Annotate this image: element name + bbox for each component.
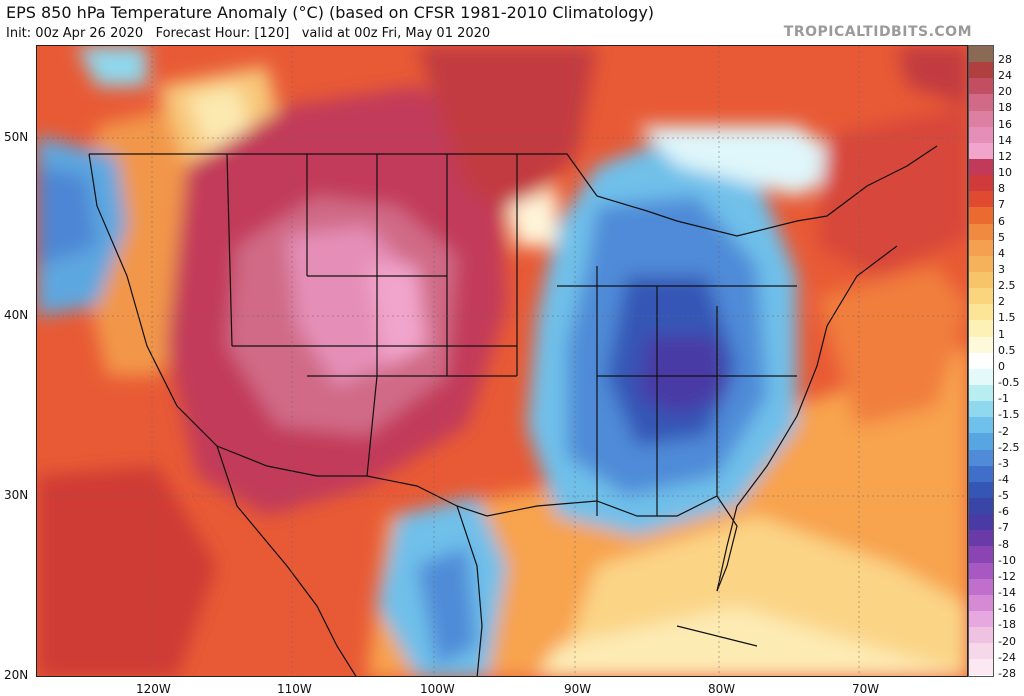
lon-label-90w: 90W: [564, 682, 592, 696]
colorbar-tick-label: -24: [998, 650, 1016, 664]
colorbar-segment: [969, 627, 993, 644]
colorbar-segment: [969, 336, 993, 353]
colorbar-segment: [969, 417, 993, 434]
colorbar-tick-label: -7: [998, 521, 1009, 535]
colorbar-segment: [969, 207, 993, 224]
colorbar-segment: [969, 449, 993, 466]
colorbar-tick-label: -5: [998, 489, 1009, 503]
colorbar-tick-label: 18: [998, 101, 1012, 115]
colorbar-tick-label: 14: [998, 133, 1012, 147]
colorbar-segment: [969, 239, 993, 256]
colorbar-segment: [969, 384, 993, 402]
colorbar-tick-label: -18: [998, 618, 1016, 632]
colorbar-tick-label: 7: [998, 198, 1005, 212]
lat-label-30n: 30N: [4, 488, 29, 502]
colorbar-tick-label: -4: [998, 473, 1009, 486]
colorbar-tick-label: -8: [998, 537, 1009, 551]
colorbar-segment: [969, 497, 993, 515]
colorbar-tick-label: 1.5: [998, 311, 1016, 325]
colorbar-tick-label: 4: [998, 246, 1005, 260]
colorbar-segment: [969, 401, 993, 418]
colorbar-segment: [969, 110, 993, 127]
colorbar-segment: [969, 433, 993, 450]
colorbar-tick-label: 20: [998, 85, 1012, 99]
colorbar-segment: [969, 368, 993, 385]
colorbar-tick-label: -14: [998, 586, 1016, 600]
map-subtitle: Init: 00z Apr 26 2020 Forecast Hour: [12…: [6, 26, 490, 41]
lat-label-40n: 40N: [4, 308, 29, 322]
colorbar-segment: [969, 320, 993, 337]
colorbar-segment: [969, 304, 993, 321]
lat-label-50n: 50N: [4, 130, 29, 144]
colorbar-tick-label: 28: [998, 53, 1012, 66]
colorbar-tick-label: 24: [998, 69, 1012, 83]
colorbar-segment: [969, 594, 993, 611]
lon-label-110w: 110W: [277, 682, 312, 696]
graticule: [37, 46, 967, 676]
forecast-hour: Forecast Hour: [120]: [155, 26, 290, 41]
colorbar-segment: [969, 158, 993, 176]
lon-label-80w: 80W: [708, 682, 736, 696]
colorbar-tick-label: 3: [998, 263, 1005, 276]
colorbar-tick-label: -28: [998, 666, 1016, 680]
colorbar-segment: [969, 223, 993, 240]
lon-label-70w: 70W: [852, 682, 880, 696]
colorbar-tick-label: 1: [998, 327, 1005, 341]
colorbar-tick-label: -0.5: [998, 376, 1020, 390]
anomaly-shading: [37, 46, 967, 676]
colorbar-segment: [969, 643, 993, 660]
colorbar-tick-label: -1.5: [998, 408, 1020, 422]
valid-time: valid at 00z Fri, May 01 2020: [301, 26, 491, 41]
colorbar-segment: [969, 62, 993, 79]
site-brand: TROPICALTIDBITS.COM: [783, 24, 972, 40]
colorbar-tick-label: -2.5: [998, 440, 1020, 454]
colorbar-segment: [969, 126, 993, 143]
colorbar-segment: [969, 175, 993, 192]
init-time: Init: 00z Apr 26 2020: [6, 26, 144, 41]
colorbar-tick-label: 16: [998, 117, 1012, 131]
colorbar-segment: [969, 78, 993, 95]
colorbar-tick-label: 2: [998, 295, 1005, 309]
colorbar-segment: [969, 610, 993, 628]
colorbar: [968, 45, 994, 677]
colorbar-segment: [969, 514, 993, 531]
colorbar-tick-label: 12: [998, 149, 1012, 163]
colorbar-tick-label: -2: [998, 424, 1009, 438]
colorbar-tick-label: -12: [998, 569, 1016, 583]
colorbar-tick-label: 5: [998, 230, 1005, 244]
colorbar-tick-label: 6: [998, 214, 1005, 228]
colorbar-segment: [969, 255, 993, 272]
lon-label-120w: 120W: [136, 682, 171, 696]
colorbar-segment: [969, 546, 993, 563]
colorbar-tick-label: -20: [998, 634, 1016, 648]
lon-label-100w: 100W: [420, 682, 455, 696]
colorbar-segment: [969, 481, 993, 498]
colorbar-segment: [969, 465, 993, 482]
colorbar-tick-label: 0: [998, 359, 1005, 373]
colorbar-tick-label: -6: [998, 505, 1009, 519]
colorbar-segment: [969, 288, 993, 305]
colorbar-segment: [969, 94, 993, 111]
anomaly-map: [36, 45, 968, 677]
colorbar-segment: [969, 191, 993, 208]
colorbar-segment: [969, 352, 993, 369]
colorbar-segment: [969, 659, 993, 676]
colorbar-segment: [969, 562, 993, 579]
colorbar-segment: [969, 578, 993, 595]
colorbar-tick-label: 8: [998, 182, 1005, 196]
colorbar-segment: [969, 271, 993, 289]
colorbar-tick-label: 10: [998, 166, 1012, 180]
colorbar-segment: [969, 142, 993, 159]
colorbar-tick-label: -16: [998, 602, 1016, 616]
colorbar-tick-label: 2.5: [998, 279, 1016, 293]
lat-label-20n: 20N: [4, 668, 29, 682]
colorbar-tick-label: 0.5: [998, 343, 1016, 357]
colorbar-tick-label: -10: [998, 553, 1016, 567]
colorbar-tick-label: -1: [998, 392, 1009, 406]
colorbar-segment: [969, 46, 993, 63]
map-title: EPS 850 hPa Temperature Anomaly (°C) (ba…: [6, 3, 655, 22]
colorbar-segment: [969, 530, 993, 547]
colorbar-tick-label: -3: [998, 456, 1009, 470]
